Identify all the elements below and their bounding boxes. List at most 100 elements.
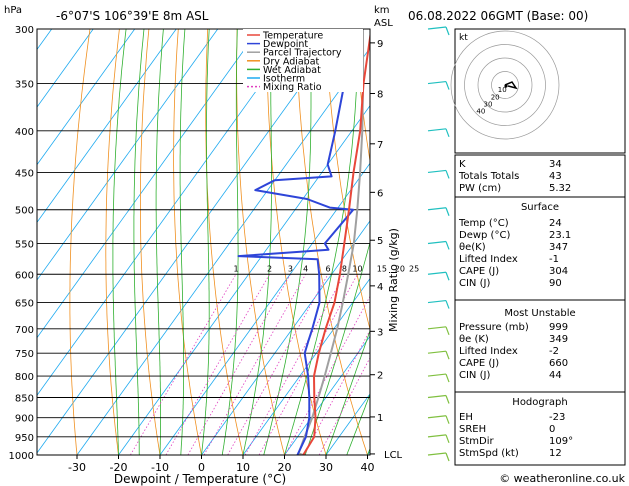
sounding-profiles — [237, 29, 370, 455]
wind-barb — [427, 169, 447, 174]
table-row-value: 0 — [549, 424, 555, 435]
table-row-value: -23 — [549, 412, 565, 423]
legend-box — [243, 29, 363, 92]
wind-barb-flag — [445, 373, 450, 383]
pressure-tick-label: 450 — [15, 169, 34, 180]
km-tick-label: 4 — [377, 282, 383, 293]
table-row-label: PW (cm) — [459, 183, 501, 194]
table-row-label: θe(K) — [459, 242, 486, 253]
height-km-axis: 9 8 7 6 5 4 3 2 1 LCL — [370, 39, 403, 461]
x-tick-label: 30 — [319, 461, 333, 474]
wet-adiabat-line — [155, 29, 164, 455]
wet-adiabat-line — [346, 393, 370, 455]
stability-tables: K 34 Totals Totals 43 PW (cm) 5.32 Surface Temp… — [454, 154, 626, 466]
mixing-ratio-label: 15 — [377, 264, 387, 273]
dry-adiabat-line — [69, 29, 91, 455]
pressure-tick-label: 750 — [15, 349, 34, 360]
legend-label: Dewpoint — [263, 39, 308, 50]
table-row-value: 5.32 — [549, 183, 571, 194]
table-row-label: Lifted Index — [459, 254, 518, 265]
dry-adiabat-line — [140, 29, 161, 455]
table-row-value: 349 — [549, 334, 568, 345]
isotherm-line — [37, 29, 343, 454]
table-row-label: CIN (J) — [459, 278, 490, 289]
wind-barb — [427, 207, 447, 211]
legend-label: Mixing Ratio — [263, 82, 322, 93]
isotherm-line — [37, 29, 177, 224]
pressure-tick-label: 950 — [15, 433, 34, 444]
hodograph-frame — [454, 28, 626, 154]
wind-barb-flag — [445, 81, 450, 90]
temperature-axis: -30 -20 -10 0 10 20 30 40 — [68, 455, 375, 474]
table-row-value: 999 — [549, 322, 568, 333]
pressure-tick-label: 850 — [15, 394, 34, 405]
wind-barb-flag — [445, 395, 450, 404]
isotherm-line — [284, 335, 370, 455]
wind-barb — [427, 350, 447, 354]
table-row-value: 304 — [549, 266, 568, 277]
mixing-ratio-line — [187, 274, 291, 455]
legend-label: Temperature — [262, 31, 323, 42]
asl-axis-label: ASL — [374, 18, 393, 29]
table-row-label: θe (K) — [459, 334, 489, 345]
isotherm-line — [37, 29, 219, 281]
x-tick-label: -20 — [110, 461, 128, 474]
dry-adiabat-line — [354, 29, 370, 164]
legend-label: Parcel Trajectory — [263, 48, 342, 59]
isotherm-line — [37, 29, 260, 339]
isotherm-line — [37, 29, 94, 108]
wind-barb — [427, 80, 447, 85]
wind-barb — [427, 373, 447, 377]
km-axis-label: km — [374, 5, 390, 16]
table-row-label: Totals Totals — [458, 171, 519, 182]
wind-barb — [427, 415, 447, 419]
wind-barb — [427, 452, 447, 456]
isotherm-line — [159, 162, 370, 455]
pressure-tick-label: 700 — [15, 325, 34, 336]
table-row-label: CAPE (J) — [459, 358, 499, 369]
wind-barb-flag — [445, 415, 450, 424]
x-axis-title: Dewpoint / Temperature (°C) — [114, 472, 286, 486]
wind-barb — [427, 434, 447, 438]
mixing-ratio-labels: 1 2 3 4 6 8 10 15 20 25 — [233, 264, 419, 273]
wet-adiabat-line — [112, 29, 127, 455]
wind-barbs — [427, 26, 450, 462]
wind-barb-flag — [445, 26, 450, 36]
table-row-value: 24 — [549, 218, 562, 229]
wind-barb-flag — [445, 272, 450, 281]
km-tick-label: 5 — [377, 236, 383, 247]
hodograph-ring — [464, 44, 546, 126]
wind-barb-flag — [445, 170, 450, 179]
datetime-title: 06.08.2022 06GMT (Base: 00) — [408, 9, 588, 23]
table-row-value: 34 — [549, 159, 562, 170]
hodograph-storm-motion — [504, 84, 508, 88]
km-tick-label: 8 — [377, 90, 383, 101]
surface-title: Surface — [521, 202, 559, 213]
wind-barb-flag — [445, 434, 450, 444]
hodograph-trace — [504, 81, 518, 90]
wind-barb — [427, 299, 447, 304]
legend-label: Dry Adiabat — [263, 56, 320, 67]
mixing-ratio-label: 25 — [409, 264, 419, 273]
wind-barb-flag — [445, 452, 450, 462]
pressure-tick-label: 650 — [15, 299, 34, 310]
table-row-label: StmDir — [459, 436, 494, 447]
hodograph-table-title: Hodograph — [512, 397, 567, 408]
km-tick-label: 9 — [377, 39, 383, 50]
table-frame — [454, 154, 626, 466]
table-row-value: 660 — [549, 358, 568, 369]
hodograph-ring-label: 40 — [476, 108, 485, 116]
isotherm-line — [37, 29, 302, 396]
wind-barb — [427, 128, 447, 132]
isotherm-line — [76, 47, 370, 455]
wet-adiabat-line — [179, 29, 186, 455]
hodograph-ring-label: 30 — [484, 101, 493, 109]
pressure-tick-label: 350 — [15, 80, 34, 91]
mixing-ratio-line — [203, 274, 307, 455]
mixing-ratio-line — [165, 274, 270, 455]
pressure-tick-label: 600 — [15, 270, 34, 281]
pressure-tick-label: 900 — [15, 414, 34, 425]
wind-barb — [427, 394, 447, 399]
wind-barb — [427, 271, 447, 275]
mixing-ratio-label: 20 — [395, 264, 405, 273]
